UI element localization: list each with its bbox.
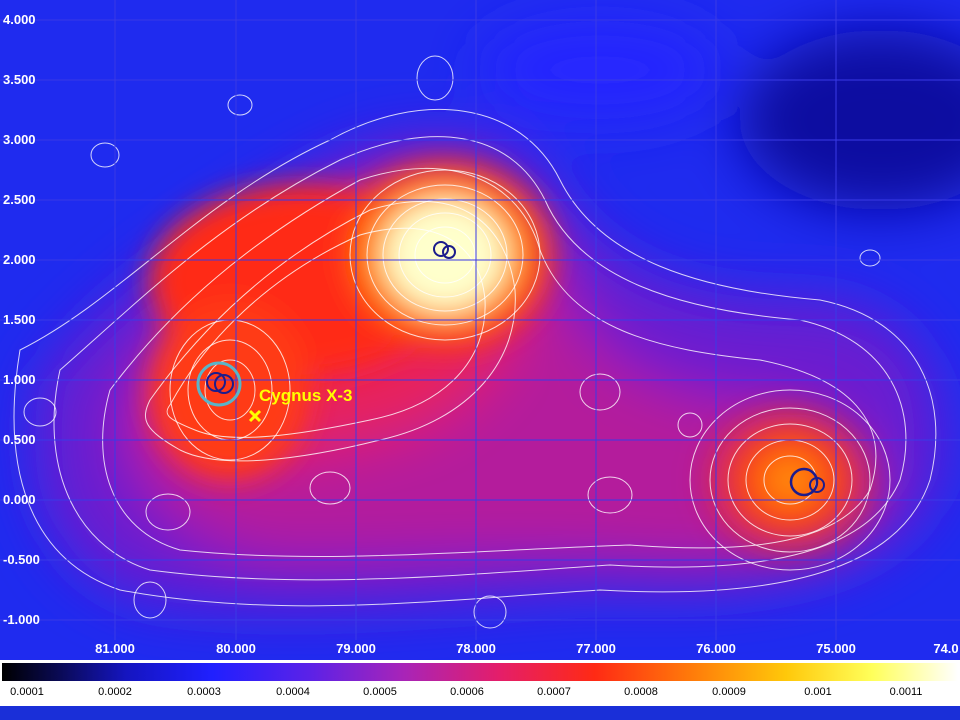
y-tick-label: 3.500 (3, 72, 36, 87)
coordinate-grid (0, 0, 960, 640)
x-tick-label: 80.000 (216, 641, 256, 656)
y-tick-label: 4.000 (3, 12, 36, 27)
y-tick-label: 1.000 (3, 372, 36, 387)
x-tick-label: 78.000 (456, 641, 496, 656)
colorbar (0, 660, 960, 684)
source-circle-right-large (789, 467, 819, 497)
x-tick-label: 74.0 (933, 641, 959, 656)
source-circle-upper-b (442, 245, 456, 259)
source-circle-cygnus-dark-b (214, 374, 234, 394)
colorbar-gradient (2, 663, 958, 681)
x-tick-label: 81.000 (95, 641, 135, 656)
colorbar-tick-label: 0.0011 (889, 686, 923, 698)
y-tick-label: 1.500 (3, 312, 36, 327)
y-tick-label: 0.500 (3, 432, 36, 447)
y-tick-label: 0.000 (3, 492, 36, 507)
y-tick-label: 2.000 (3, 252, 36, 267)
y-tick-label: 2.500 (3, 192, 36, 207)
x-tick-label: 76.000 (696, 641, 736, 656)
y-tick-label: -0.500 (3, 552, 40, 567)
contour-lines (13, 55, 937, 629)
source-circles (196, 241, 825, 497)
colorbar-tick-row (0, 684, 960, 706)
x-tick-label: 79.000 (336, 641, 376, 656)
colorbar-tick-label: 0.0001 (10, 686, 44, 698)
colorbar-tick-label: 0.0003 (187, 686, 221, 698)
cygnus-x3-marker (248, 409, 262, 423)
colorbar-tick-label: 0.0006 (450, 686, 484, 698)
y-tick-label: -1.000 (3, 612, 40, 627)
source-circle-cygnus-cyan (196, 361, 242, 407)
colorbar-tick-label: 0.0008 (624, 686, 658, 698)
colorbar-tick-label: 0.0009 (712, 686, 746, 698)
footer-band (0, 706, 960, 720)
source-circle-upper-a (433, 241, 449, 257)
colorbar-tick-label: 0.001 (804, 686, 832, 698)
source-circle-cygnus-dark-a (206, 372, 226, 392)
x-tick-label: 75.000 (816, 641, 856, 656)
y-tick-label: 3.000 (3, 132, 36, 147)
annotation-cygnus-x3: Cygnus X-3 (259, 386, 353, 405)
colorbar-tick-label: 0.0005 (363, 686, 397, 698)
source-circle-right-small (809, 477, 825, 493)
x-tick-label: 77.000 (576, 641, 616, 656)
colorbar-tick-label: 0.0004 (276, 686, 310, 698)
colorbar-tick-label: 0.0002 (98, 686, 132, 698)
sky-map: Cygnus X-3 (0, 0, 960, 660)
colorbar-tick-label: 0.0007 (537, 686, 571, 698)
